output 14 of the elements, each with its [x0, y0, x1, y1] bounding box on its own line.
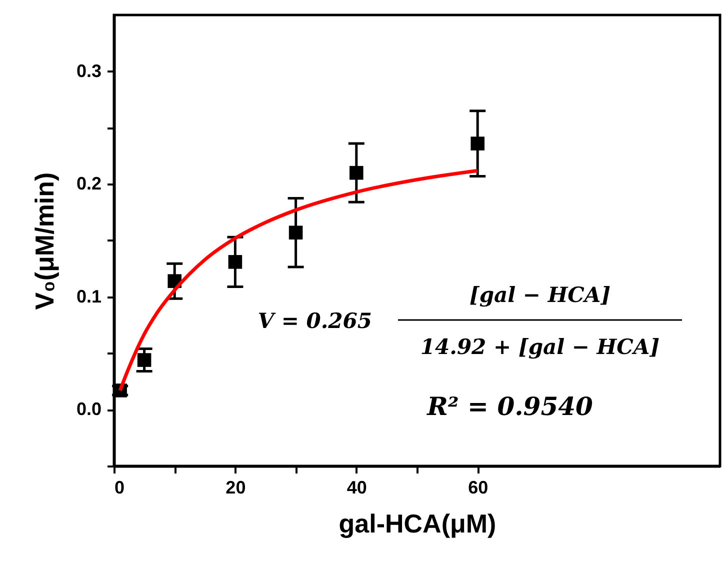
y-tick-label: 0.0 [76, 399, 102, 420]
y-axis-title: V₀(μM/min) [29, 172, 60, 310]
x-axis-title: gal-HCA(μM) [338, 508, 496, 538]
annotation: 14.92 + [gal − HCA] [420, 334, 660, 359]
x-tick-label: 60 [468, 478, 488, 498]
y-tick-label: 0.3 [76, 60, 102, 81]
x-tick-label: 20 [226, 478, 246, 498]
y-tick-label: 0.2 [76, 174, 102, 194]
x-tick-label: 0 [114, 478, 125, 498]
annotation: [gal − HCA] [469, 282, 611, 307]
x-tick-label: 40 [346, 478, 367, 498]
y-tick-label: 0.1 [76, 286, 102, 306]
annotation: V = 0.265 [258, 308, 372, 333]
annotation: R² = 0.9540 [426, 392, 594, 421]
